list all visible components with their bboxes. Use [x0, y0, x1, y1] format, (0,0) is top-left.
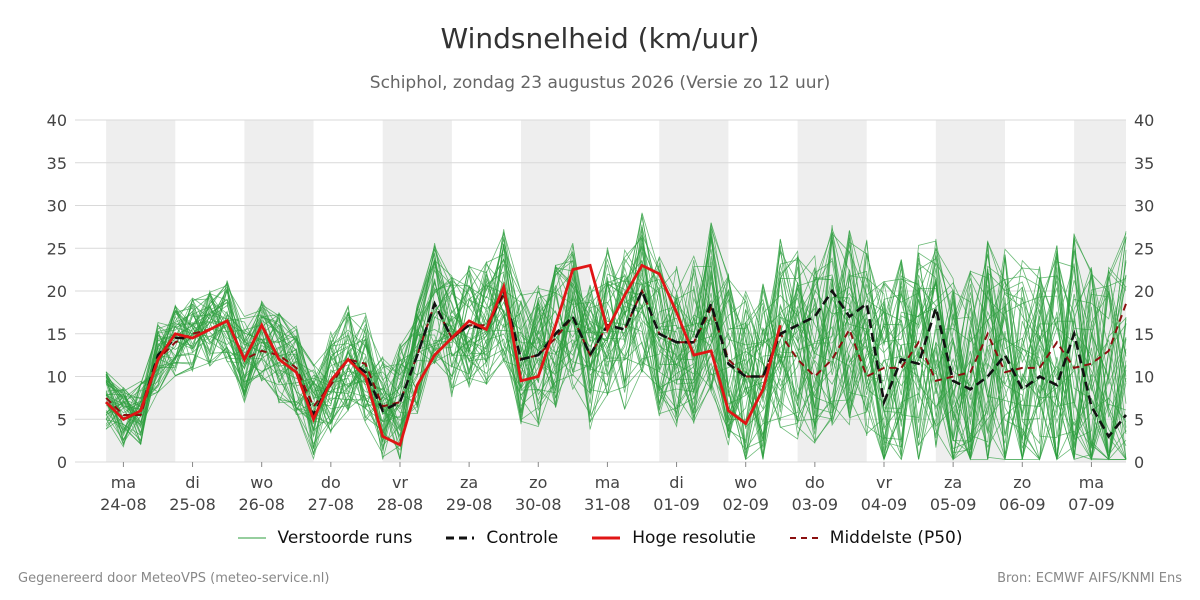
- ensemble-line-42: [105, 212, 1127, 455]
- x-tick-day-13: zo: [1013, 473, 1031, 492]
- y-tick-left-35: 35: [47, 154, 67, 173]
- x-tick-day-1: di: [185, 473, 200, 492]
- x-tick-day-5: za: [460, 473, 478, 492]
- x-tick-date-8: 01-09: [653, 495, 700, 514]
- y-tick-right-0: 0: [1134, 453, 1144, 472]
- chart-legend: Verstoorde runs Controle Hoge resolutie …: [0, 528, 1200, 548]
- y-tick-right-15: 15: [1134, 325, 1154, 344]
- x-tick-date-1: 25-08: [169, 495, 216, 514]
- legend-item-control: Controle: [446, 528, 558, 548]
- y-tick-right-40: 40: [1134, 111, 1154, 130]
- y-tick-right-25: 25: [1134, 239, 1154, 258]
- x-tick-date-9: 02-09: [722, 495, 769, 514]
- x-tick-day-10: do: [805, 473, 825, 492]
- y-tick-left-20: 20: [47, 282, 67, 301]
- y-tick-right-35: 35: [1134, 154, 1154, 173]
- legend-swatch-ensemble: [237, 537, 266, 539]
- legend-label-high-res: Hoge resolutie: [632, 528, 756, 548]
- footer-source: Bron: ECMWF AIFS/KNMI Ens: [997, 571, 1182, 586]
- legend-item-ensemble: Verstoorde runs: [237, 528, 413, 548]
- ensemble-line-47: [105, 233, 1127, 461]
- legend-item-median: Middelste (P50): [789, 528, 963, 548]
- x-tick-day-6: zo: [529, 473, 547, 492]
- footer-credit: Gegenereerd door MeteoVPS (meteo-service…: [18, 571, 330, 586]
- x-tick-date-10: 03-09: [792, 495, 839, 514]
- ensemble-line-44: [105, 244, 1127, 461]
- x-tick-day-3: do: [321, 473, 341, 492]
- y-tick-left-40: 40: [47, 111, 67, 130]
- x-tick-day-12: za: [944, 473, 962, 492]
- x-tick-day-11: vr: [876, 473, 892, 492]
- x-tick-date-13: 06-09: [999, 495, 1046, 514]
- legend-swatch-high-res: [592, 536, 621, 540]
- x-tick-date-0: 24-08: [100, 495, 147, 514]
- y-tick-right-30: 30: [1134, 197, 1154, 216]
- x-tick-day-7: ma: [595, 473, 620, 492]
- x-tick-day-2: wo: [250, 473, 273, 492]
- x-tick-date-14: 07-09: [1068, 495, 1115, 514]
- series-line-high-res: [105, 263, 782, 447]
- x-tick-date-5: 29-08: [446, 495, 493, 514]
- legend-swatch-control: [446, 536, 475, 540]
- legend-swatch-median: [789, 537, 818, 539]
- y-tick-left-15: 15: [47, 325, 67, 344]
- y-tick-left-0: 0: [57, 453, 67, 472]
- x-tick-date-4: 28-08: [377, 495, 424, 514]
- x-tick-day-8: di: [669, 473, 684, 492]
- y-tick-left-10: 10: [47, 368, 67, 387]
- x-tick-date-11: 04-09: [861, 495, 908, 514]
- chart-subtitle: Schiphol, zondag 23 augustus 2026 (Versi…: [369, 73, 831, 93]
- legend-label-median: Middelste (P50): [829, 528, 963, 548]
- x-tick-date-7: 31-08: [584, 495, 631, 514]
- x-tick-date-6: 30-08: [515, 495, 562, 514]
- x-tick-date-2: 26-08: [238, 495, 285, 514]
- chart-title: Windsnelheid (km/uur): [440, 22, 760, 55]
- x-tick-day-0: ma: [111, 473, 136, 492]
- x-tick-day-9: wo: [734, 473, 757, 492]
- y-tick-right-20: 20: [1134, 282, 1154, 301]
- y-tick-right-10: 10: [1134, 368, 1154, 387]
- x-tick-day-4: vr: [392, 473, 408, 492]
- ensemble-line-43: [105, 251, 1127, 460]
- ensemble-line-49: [105, 222, 1127, 460]
- ensemble-line-41: [105, 236, 1127, 460]
- y-tick-left-5: 5: [57, 410, 67, 429]
- ensemble-line-48: [106, 247, 1127, 461]
- ensemble-line-16: [105, 244, 1126, 461]
- legend-label-ensemble: Verstoorde runs: [277, 528, 413, 548]
- x-tick-day-14: ma: [1079, 473, 1104, 492]
- ensemble-line-7: [105, 237, 1127, 460]
- legend-label-control: Controle: [486, 528, 559, 548]
- y-tick-right-5: 5: [1134, 410, 1144, 429]
- y-tick-left-25: 25: [47, 239, 67, 258]
- ensemble-line-19: [105, 231, 1127, 460]
- x-tick-date-12: 05-09: [930, 495, 977, 514]
- legend-item-high-res: Hoge resolutie: [592, 528, 756, 548]
- x-tick-date-3: 27-08: [308, 495, 355, 514]
- y-tick-left-30: 30: [47, 197, 67, 216]
